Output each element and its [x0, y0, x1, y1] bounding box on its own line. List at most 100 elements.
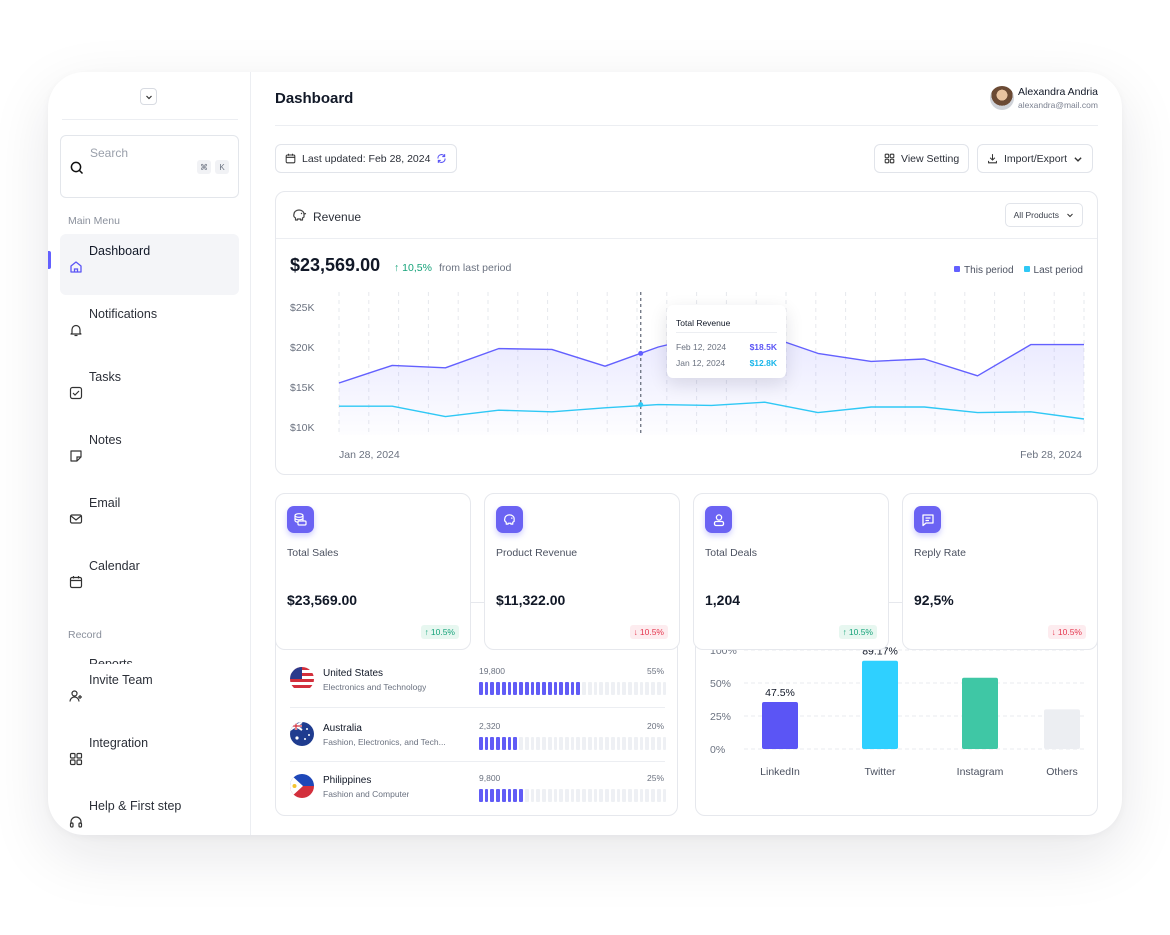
progress-segment: [513, 789, 518, 802]
sidebar-item-calendar[interactable]: Calendar: [60, 549, 239, 610]
search-input[interactable]: Search ⌘ K: [60, 135, 239, 198]
progress-segment: [479, 682, 483, 695]
progress-segment: [559, 682, 564, 695]
progress-segment: [633, 682, 638, 695]
progress-segment: [662, 789, 667, 802]
sidebar-item-email[interactable]: Email: [60, 486, 239, 547]
bell-icon: [70, 324, 82, 337]
progress-segment: [490, 789, 495, 802]
legend-label: Last period: [1033, 265, 1083, 276]
chevron-down-icon: [1074, 156, 1082, 162]
series-line: [339, 401, 1085, 420]
coins-icon: [287, 506, 314, 533]
progress-segment: [639, 789, 644, 802]
status-badge: ↓ 10.5%: [1047, 625, 1086, 639]
revenue-card-header: Revenue All Products: [276, 192, 1097, 239]
sidebar-item-dashboard[interactable]: Dashboard: [60, 234, 239, 295]
progress-segment: [587, 682, 592, 695]
sidebar-item-reports[interactable]: Reports: [89, 658, 133, 664]
chevron-down-icon: [1067, 213, 1073, 218]
progress-segment: [645, 682, 650, 695]
progress-segment: [484, 789, 489, 802]
refresh-icon[interactable]: [436, 153, 447, 164]
progress-segment: [656, 682, 661, 695]
progress-segment: [559, 737, 564, 750]
checkbox-icon: [69, 386, 83, 400]
sidebar-item-notifications[interactable]: Notifications: [60, 297, 239, 358]
progress-segment: [542, 682, 546, 695]
progress-segment: [628, 682, 632, 695]
progress-segment: [536, 789, 541, 802]
progress-segment: [639, 737, 644, 750]
country-percent: 25%: [646, 773, 664, 783]
user-profile[interactable]: Alexandra Andria alexandra@mail.com: [990, 86, 1098, 112]
sidebar-item-integration[interactable]: Integration: [60, 726, 239, 787]
stat-label: Total Deals: [705, 547, 757, 559]
calendar-icon: [285, 153, 296, 164]
collapse-button[interactable]: [140, 88, 157, 105]
progress-segment: [547, 737, 552, 750]
avatar: [990, 86, 1015, 110]
record-label: Record: [68, 629, 102, 641]
progress-segment: [547, 682, 552, 695]
last-updated-button[interactable]: Last updated: Feb 28, 2024: [275, 144, 458, 173]
tooltip-value: $18.5K: [749, 342, 777, 352]
divider: [290, 761, 665, 762]
progress-segment: [501, 682, 506, 695]
this-period-area: [339, 334, 1084, 435]
progress-segment: [599, 682, 604, 695]
stat-label: Reply Rate: [914, 547, 966, 559]
tooltip-value: $12.8K: [749, 358, 777, 368]
view-setting-button[interactable]: View Setting: [874, 144, 970, 173]
message-icon: [914, 506, 941, 533]
progress-segment: [553, 737, 558, 750]
sidebar-item-help[interactable]: Help & First step: [60, 789, 239, 835]
us-flag-icon: [290, 667, 314, 691]
progress-segment: [628, 737, 632, 750]
revenue-total: $23,569.00: [290, 255, 381, 275]
progress-segment: [524, 682, 529, 695]
stat-value: $23,569.00: [287, 592, 358, 608]
progress-segment: [633, 789, 638, 802]
sidebar-item-notes[interactable]: Notes: [60, 423, 239, 484]
grid-icon: [884, 153, 895, 164]
import-export-button[interactable]: Import/Export: [977, 144, 1094, 173]
list-item[interactable]: United States Electronics and Technology…: [288, 653, 667, 707]
sidebar-item-label: Integration: [89, 736, 149, 750]
ph-flag-icon: [290, 774, 314, 798]
sidebar-item-tasks[interactable]: Tasks: [60, 360, 239, 421]
note-icon: [70, 450, 82, 462]
progress-segment: [536, 737, 541, 750]
x-tick-label: Jan 28, 2024: [339, 449, 400, 461]
y-tick-label: $20K: [290, 342, 315, 354]
mail-icon: [69, 514, 83, 524]
country-count: 2,320: [479, 721, 501, 731]
progress-segment: [622, 682, 627, 695]
bar-twitter: [862, 660, 898, 749]
view-setting-label: View Setting: [901, 152, 960, 165]
progress-segment: [628, 789, 632, 802]
product-filter-select[interactable]: All Products: [1004, 203, 1083, 227]
progress-segment: [639, 682, 644, 695]
category-label: LinkedIn: [760, 766, 800, 778]
sidebar-item-label: Calendar: [89, 559, 140, 573]
x-tick-label: Feb 28, 2024: [1020, 449, 1082, 461]
progress-segment: [496, 682, 500, 695]
grid-icon: [69, 752, 83, 766]
progress-segment: [490, 682, 495, 695]
tooltip-date: Feb 12, 2024: [676, 342, 727, 352]
progress-segment: [610, 789, 615, 802]
country-percent: 55%: [646, 666, 664, 676]
country-name: Philippines: [323, 775, 372, 786]
stat-card-total-sales: Total Sales $23,569.00 ↑ 10.5%: [275, 493, 471, 650]
list-item[interactable]: Australia Fashion, Electronics, and Tech…: [288, 708, 667, 762]
progress-segment: [553, 789, 558, 802]
sidebar-item-invite-team[interactable]: Invite Team: [60, 663, 239, 724]
revenue-change: ↑ 10,5%: [394, 262, 432, 274]
status-badge: ↑ 10.5%: [838, 625, 877, 639]
stat-card-reply-rate: Reply Rate 92,5% ↓ 10.5%: [902, 493, 1098, 650]
list-item[interactable]: Philippines Fashion and Computer 9,800 2…: [288, 760, 667, 814]
progress-segment: [484, 737, 489, 750]
category-label: Twitter: [865, 766, 896, 778]
